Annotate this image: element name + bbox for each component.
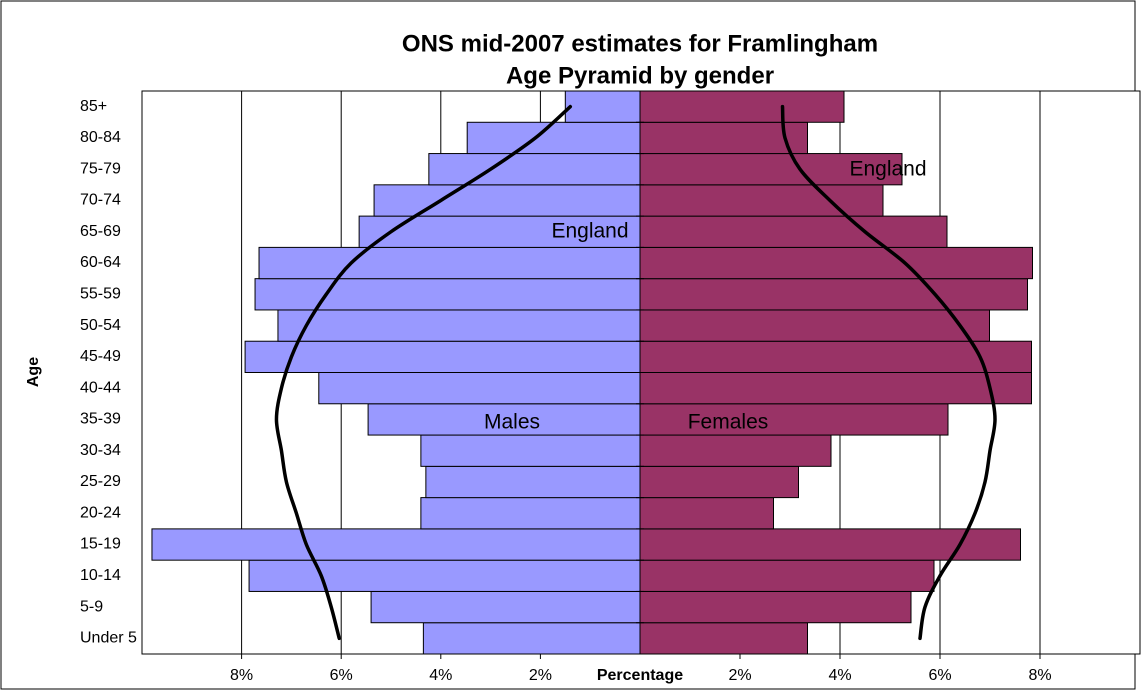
bar (639, 90, 845, 123)
bar (639, 403, 949, 436)
y-tick-label: 85+ (80, 98, 107, 115)
bar (151, 528, 641, 561)
bar (639, 372, 1032, 405)
y-tick-label: 40-44 (80, 379, 121, 396)
bar (466, 121, 641, 155)
chart-title: ONS mid-2007 estimates for Framlingham (402, 30, 878, 57)
y-tick-label: 10-14 (80, 567, 121, 584)
y-tick-label: 45-49 (80, 348, 121, 365)
annotation: England (551, 220, 628, 243)
bar (258, 246, 641, 280)
y-tick-label: 15-19 (80, 536, 121, 553)
x-tick-label: 4% (828, 667, 851, 684)
bar (639, 184, 884, 217)
england-line (780, 104, 997, 641)
y-tick-label: 65-69 (80, 223, 121, 240)
annotation: Females (688, 411, 769, 434)
y-tick-label: 30-34 (80, 442, 121, 459)
bar (639, 559, 935, 592)
bar (422, 622, 641, 655)
bar (373, 184, 641, 217)
bar (420, 434, 641, 467)
bar (639, 215, 948, 248)
bar (248, 559, 641, 592)
x-tick-label: 8% (230, 667, 253, 684)
chart-subtitle: Age Pyramid by gender (506, 62, 774, 89)
bar (564, 90, 641, 123)
bar (639, 497, 774, 530)
bar (244, 340, 641, 374)
bar (639, 434, 832, 467)
y-tick-label: 75-79 (80, 160, 121, 177)
y-tick-label: 80-84 (80, 129, 121, 146)
y-axis-label: Age (25, 357, 42, 387)
y-tick-label: 5-9 (80, 598, 103, 615)
bar (639, 528, 1021, 561)
y-tick-label: 60-64 (80, 254, 121, 271)
y-tick-label: 50-54 (80, 317, 121, 334)
y-tick-label: 70-74 (80, 192, 121, 209)
bar (639, 465, 799, 499)
bar (639, 340, 1032, 374)
y-tick-label: 55-59 (80, 286, 121, 303)
bar (639, 278, 1028, 311)
x-tick-label: 8% (1028, 667, 1051, 684)
bar (639, 590, 912, 624)
bar (370, 590, 641, 624)
y-tick-label: 25-29 (80, 473, 121, 490)
bar (420, 497, 641, 530)
bar (428, 153, 641, 186)
y-tick-label: Under 5 (80, 630, 137, 647)
bar (639, 246, 1033, 280)
bar (639, 309, 990, 342)
bar (318, 372, 641, 405)
x-tick-label: 4% (429, 667, 452, 684)
x-tick-label: 2% (529, 667, 552, 684)
annotation: England (849, 158, 926, 181)
x-tick-label: 2% (728, 667, 751, 684)
x-tick-label: 6% (928, 667, 951, 684)
x-axis-label: Percentage (597, 667, 683, 684)
bar (425, 465, 641, 499)
bar (639, 153, 903, 186)
y-tick-label: 35-39 (80, 411, 121, 428)
bar (639, 622, 808, 655)
bar (639, 121, 808, 155)
x-tick-label: 6% (330, 667, 353, 684)
y-tick-label: 20-24 (80, 504, 121, 521)
bar (277, 309, 641, 342)
england-line (274, 104, 573, 641)
bar (254, 278, 641, 311)
annotation: Males (484, 411, 540, 434)
